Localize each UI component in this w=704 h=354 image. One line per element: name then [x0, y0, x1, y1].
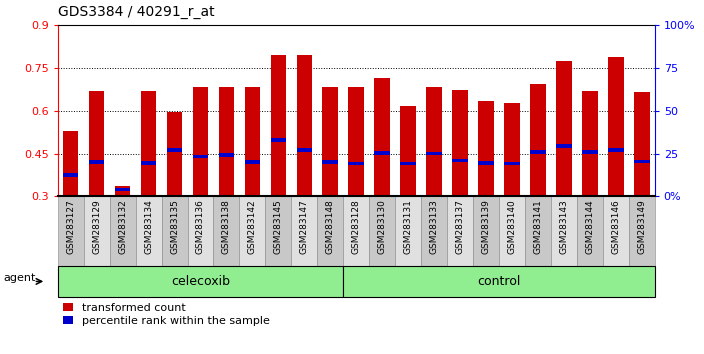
Bar [296, 55, 312, 196]
Bar [141, 91, 156, 196]
Bar [244, 87, 260, 196]
Bar [348, 162, 364, 165]
Bar [478, 161, 494, 165]
Bar [348, 87, 364, 196]
Bar [369, 196, 395, 266]
Bar [213, 196, 239, 266]
Text: celecoxib: celecoxib [171, 275, 230, 288]
Bar [452, 90, 468, 196]
Bar [375, 151, 390, 155]
Bar [270, 138, 286, 142]
Bar [530, 84, 546, 196]
Bar [167, 112, 182, 196]
Bar [219, 153, 234, 157]
Text: GSM283129: GSM283129 [92, 199, 101, 254]
Bar [608, 148, 624, 152]
Bar [504, 161, 520, 165]
Text: GSM283139: GSM283139 [482, 199, 491, 254]
Bar [551, 196, 577, 266]
Text: agent: agent [3, 273, 35, 282]
Text: GSM283138: GSM283138 [222, 199, 231, 254]
Bar [634, 160, 650, 163]
Bar [161, 196, 187, 266]
Bar [478, 102, 494, 196]
Bar [63, 131, 78, 196]
Bar [525, 196, 551, 266]
Bar [296, 148, 312, 152]
Bar [141, 161, 156, 165]
Text: GSM283144: GSM283144 [585, 199, 594, 254]
Bar [395, 196, 421, 266]
Bar [603, 196, 629, 266]
Bar [115, 188, 130, 191]
Text: GSM283141: GSM283141 [534, 199, 542, 254]
Bar [58, 266, 344, 297]
Bar [530, 150, 546, 154]
Bar [193, 155, 208, 158]
Text: GSM283146: GSM283146 [611, 199, 620, 254]
Bar [344, 196, 369, 266]
Bar [318, 196, 344, 266]
Text: GSM283135: GSM283135 [170, 199, 179, 254]
Text: GSM283130: GSM283130 [377, 199, 386, 254]
Bar [427, 87, 442, 196]
Bar [401, 161, 416, 165]
Text: GSM283131: GSM283131 [403, 199, 413, 254]
Bar [608, 57, 624, 196]
Text: GSM283132: GSM283132 [118, 199, 127, 254]
Bar [244, 160, 260, 164]
Bar [270, 55, 286, 196]
Bar [427, 152, 442, 155]
Text: GSM283143: GSM283143 [560, 199, 568, 254]
Text: GSM283137: GSM283137 [455, 199, 465, 254]
Bar [110, 196, 136, 266]
Text: GSM283128: GSM283128 [352, 199, 360, 254]
Bar [89, 91, 104, 196]
Bar [84, 196, 110, 266]
Text: GSM283134: GSM283134 [144, 199, 153, 254]
Bar [452, 159, 468, 162]
Bar [556, 61, 572, 196]
Bar [219, 87, 234, 196]
Bar [401, 106, 416, 196]
Text: GSM283127: GSM283127 [66, 199, 75, 254]
Bar [582, 91, 598, 196]
Text: GSM283140: GSM283140 [508, 199, 517, 254]
Text: GSM283133: GSM283133 [429, 199, 439, 254]
Bar [499, 196, 525, 266]
Bar [136, 196, 161, 266]
Text: GSM283136: GSM283136 [196, 199, 205, 254]
Bar [582, 150, 598, 154]
Bar [322, 160, 338, 164]
Text: GSM283149: GSM283149 [637, 199, 646, 254]
Bar [634, 92, 650, 196]
Bar [239, 196, 265, 266]
Text: GDS3384 / 40291_r_at: GDS3384 / 40291_r_at [58, 5, 214, 19]
Text: GSM283145: GSM283145 [274, 199, 283, 254]
Text: GSM283147: GSM283147 [300, 199, 309, 254]
Bar [89, 160, 104, 164]
Bar [447, 196, 473, 266]
Bar [291, 196, 318, 266]
Bar [577, 196, 603, 266]
Bar [187, 196, 213, 266]
Bar [115, 187, 130, 196]
Text: GSM283142: GSM283142 [248, 199, 257, 254]
Text: control: control [477, 275, 521, 288]
Bar [473, 196, 499, 266]
Bar [322, 87, 338, 196]
Bar [265, 196, 291, 266]
Bar [167, 148, 182, 152]
Legend: transformed count, percentile rank within the sample: transformed count, percentile rank withi… [63, 303, 270, 326]
Text: GSM283148: GSM283148 [326, 199, 335, 254]
Bar [556, 144, 572, 148]
Bar [421, 196, 447, 266]
Bar [375, 78, 390, 196]
Bar [193, 87, 208, 196]
Bar [344, 266, 655, 297]
Bar [63, 173, 78, 177]
Bar [629, 196, 655, 266]
Bar [58, 196, 84, 266]
Bar [504, 103, 520, 196]
